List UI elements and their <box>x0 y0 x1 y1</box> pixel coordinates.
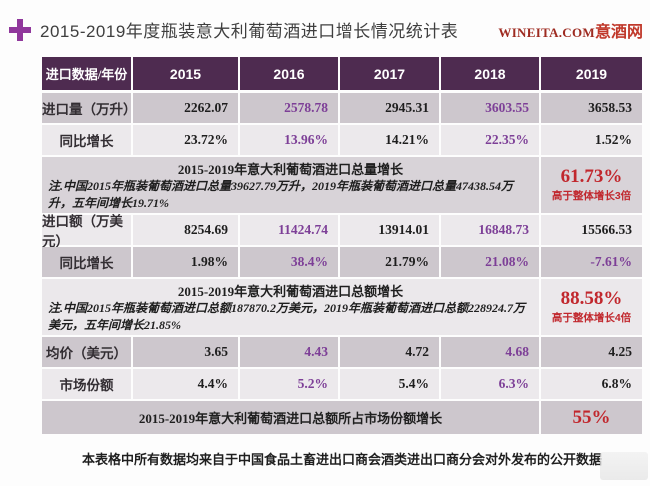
note-text: 注.中国2015年瓶装葡萄酒进口总额187870.2万美元，2019年瓶装葡萄酒… <box>48 301 526 332</box>
statistics-table: 进口数据/年份 2015 2016 2017 2018 2019 进口量（万升）… <box>42 57 642 436</box>
value-cell: 3658.53 <box>541 93 642 123</box>
value-cell: 4.68 <box>441 337 539 367</box>
value-cell: 1.98% <box>133 247 238 277</box>
watermark <box>600 452 648 480</box>
highlight-caption: 高于整体增长3倍 <box>551 189 632 202</box>
note-row-volume: 2015-2019年意大利葡萄酒进口总量增长 注.中国2015年瓶装葡萄酒进口总… <box>42 157 642 213</box>
highlight-percent: 88.58% <box>560 288 623 310</box>
value-cell: 2578.78 <box>240 93 338 123</box>
value-cell: 23.72% <box>133 125 238 155</box>
value-cell: 2945.31 <box>340 93 439 123</box>
highlight-cell: 61.73% 高于整体增长3倍 <box>541 157 642 213</box>
row-label: 进口额（万美元） <box>42 214 131 249</box>
row-label: 进口量（万升） <box>42 93 137 123</box>
header-year-2017: 2017 <box>340 57 439 90</box>
logo-yijiuwang-text: 意酒网 <box>594 23 643 41</box>
value-cell: -7.61% <box>541 247 642 277</box>
table-row-import-value: 进口额（万美元） 8254.69 11424.74 13914.01 16848… <box>42 214 642 249</box>
value-cell: 22.35% <box>441 125 539 155</box>
value-cell: 4.4% <box>133 369 238 399</box>
header-year-2019: 2019 <box>541 57 642 90</box>
value-cell: 4.43 <box>240 337 338 367</box>
plus-icon <box>9 18 31 41</box>
value-cell: 16848.73 <box>441 215 539 245</box>
table-row-value-growth: 同比增长 1.98% 38.4% 21.79% 21.08% -7.61% <box>42 247 642 277</box>
data-source-note: 本表格中所有数据均来自于中国食品土畜进出口商会酒类进出口商分会对外发布的公开数据 <box>81 452 602 467</box>
value-cell: 5.2% <box>240 369 338 399</box>
value-cell: 1.52% <box>541 125 642 155</box>
value-cell: 5.4% <box>340 369 439 399</box>
value-cell: 38.4% <box>240 247 338 277</box>
highlight-percent: 61.73% <box>560 166 623 188</box>
value-cell: 6.3% <box>441 369 539 399</box>
highlight-cell: 88.58% 高于整体增长4倍 <box>541 279 642 335</box>
note-merged-cell: 2015-2019年意大利葡萄酒进口总量增长 注.中国2015年瓶装葡萄酒进口总… <box>42 157 539 213</box>
note-row-value: 2015-2019年意大利葡萄酒进口总额增长 注.中国2015年瓶装葡萄酒进口总… <box>42 279 642 335</box>
site-logo: WINEITA.COM 意酒网 <box>498 18 643 42</box>
value-cell: 8254.69 <box>133 215 238 245</box>
value-cell: 13.96% <box>240 125 338 155</box>
note-title: 2015-2019年意大利葡萄酒进口总量增长 <box>177 162 404 178</box>
value-cell: 11424.74 <box>240 215 338 245</box>
table-row-import-volume: 进口量（万升） 2262.07 2578.78 2945.31 3603.55 … <box>42 93 642 123</box>
header-label-cell: 进口数据/年份 <box>42 57 131 90</box>
value-cell: 2262.07 <box>133 93 238 123</box>
bottom-summary-row: 2015-2019年意大利葡萄酒进口总额所占市场份额增长 55% <box>42 401 642 434</box>
note-merged-cell: 2015-2019年意大利葡萄酒进口总额增长 注.中国2015年瓶装葡萄酒进口总… <box>42 279 539 335</box>
bottom-summary-title: 2015-2019年意大利葡萄酒进口总额所占市场份额增长 <box>42 401 539 434</box>
note-title: 2015-2019年意大利葡萄酒进口总额增长 <box>177 284 404 300</box>
value-cell: 14.21% <box>340 125 439 155</box>
header-year-2018: 2018 <box>441 57 539 90</box>
table-row-market-share: 市场份额 4.4% 5.2% 5.4% 6.3% 6.8% <box>42 369 642 399</box>
value-cell: 21.08% <box>441 247 539 277</box>
header-year-2015: 2015 <box>133 57 238 90</box>
value-cell: 3603.55 <box>441 93 539 123</box>
value-cell: 4.72 <box>340 337 439 367</box>
highlight-caption: 高于整体增长4倍 <box>551 311 632 324</box>
table-header-row: 进口数据/年份 2015 2016 2017 2018 2019 <box>42 57 642 90</box>
value-cell: 21.79% <box>340 247 439 277</box>
bottom-highlight-percent: 55% <box>541 401 642 434</box>
row-label: 同比增长 <box>42 125 131 155</box>
row-label: 均价（美元） <box>42 337 131 367</box>
value-cell: 3.65 <box>133 337 238 367</box>
table-row-avg-price: 均价（美元） 3.65 4.43 4.72 4.68 4.25 <box>42 337 642 367</box>
page-title: 2015-2019年度瓶装意大利葡萄酒进口增长情况统计表 <box>40 22 459 41</box>
value-cell: 6.8% <box>541 369 642 399</box>
row-label: 市场份额 <box>42 369 131 399</box>
value-cell: 15566.53 <box>541 215 642 245</box>
row-label: 同比增长 <box>42 247 131 277</box>
title-bar: 2015-2019年度瓶装意大利葡萄酒进口增长情况统计表 WINEITA.COM… <box>9 17 643 42</box>
header-year-2016: 2016 <box>240 57 338 90</box>
note-text: 注.中国2015年瓶装葡萄酒进口总量39627.79万升，2019年瓶装葡萄酒进… <box>48 179 514 210</box>
table-row-volume-growth: 同比增长 23.72% 13.96% 14.21% 22.35% 1.52% <box>42 125 642 155</box>
logo-wineita-text: WINEITA.COM <box>498 24 595 40</box>
value-cell: 13914.01 <box>340 215 439 245</box>
value-cell: 4.25 <box>541 337 642 367</box>
